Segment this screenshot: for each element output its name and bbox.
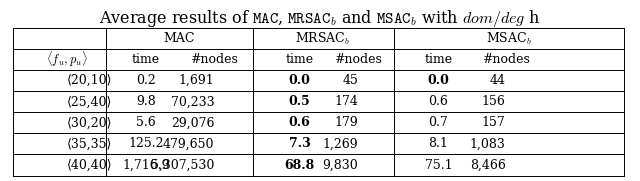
Text: 70,233: 70,233 xyxy=(171,95,214,108)
Text: 0.0: 0.0 xyxy=(289,74,310,87)
Text: 0.6: 0.6 xyxy=(289,116,310,129)
Text: 9,830: 9,830 xyxy=(323,159,358,172)
Text: 5.6: 5.6 xyxy=(136,116,156,129)
Text: 1,691: 1,691 xyxy=(179,74,214,87)
Text: 0.5: 0.5 xyxy=(289,95,310,108)
Text: ⟨20,10⟩: ⟨20,10⟩ xyxy=(67,74,113,87)
Text: 5,307,530: 5,307,530 xyxy=(151,159,214,172)
Text: $\langle f_u, p_u\rangle$: $\langle f_u, p_u\rangle$ xyxy=(46,50,88,70)
Text: 7.3: 7.3 xyxy=(289,137,310,150)
Text: #nodes: #nodes xyxy=(335,53,382,66)
Text: 479,650: 479,650 xyxy=(163,137,214,150)
Text: MRSAC$_b$: MRSAC$_b$ xyxy=(296,31,351,47)
Text: MSAC$_b$: MSAC$_b$ xyxy=(486,31,532,47)
Text: 179: 179 xyxy=(335,116,358,129)
Text: #nodes: #nodes xyxy=(482,53,529,66)
Text: 8.1: 8.1 xyxy=(428,137,449,150)
Text: 45: 45 xyxy=(342,74,358,87)
Text: #nodes: #nodes xyxy=(191,53,238,66)
Text: ⟨30,20⟩: ⟨30,20⟩ xyxy=(67,116,113,129)
Text: 1,083: 1,083 xyxy=(470,137,506,150)
Text: 8,466: 8,466 xyxy=(470,159,506,172)
Text: MAC: MAC xyxy=(163,32,195,45)
Text: 156: 156 xyxy=(482,95,506,108)
Text: 68.8: 68.8 xyxy=(284,159,315,172)
Text: Average results of $\mathtt{MAC}$, $\mathtt{MRSAC}_b$ and $\mathtt{MSAC}_b$ with: Average results of $\mathtt{MAC}$, $\mat… xyxy=(99,8,541,29)
Text: ⟨35,35⟩: ⟨35,35⟩ xyxy=(67,137,113,150)
Text: 0.2: 0.2 xyxy=(136,74,156,87)
Text: 75.1: 75.1 xyxy=(424,159,452,172)
Text: time: time xyxy=(424,53,452,66)
Text: 44: 44 xyxy=(490,74,506,87)
Text: 1,269: 1,269 xyxy=(323,137,358,150)
Text: 0.6: 0.6 xyxy=(428,95,449,108)
Text: ⟨25,40⟩: ⟨25,40⟩ xyxy=(67,95,113,108)
Text: 29,076: 29,076 xyxy=(171,116,214,129)
Text: 1,716.9: 1,716.9 xyxy=(122,159,170,172)
Text: 157: 157 xyxy=(482,116,506,129)
Text: ⟨40,40⟩: ⟨40,40⟩ xyxy=(67,159,113,172)
Text: 0.7: 0.7 xyxy=(429,116,448,129)
Text: 9.8: 9.8 xyxy=(136,95,156,108)
Text: 174: 174 xyxy=(335,95,358,108)
Text: 0.0: 0.0 xyxy=(428,74,449,87)
Text: time: time xyxy=(132,53,160,66)
Text: 125.2: 125.2 xyxy=(128,137,164,150)
Text: time: time xyxy=(285,53,314,66)
